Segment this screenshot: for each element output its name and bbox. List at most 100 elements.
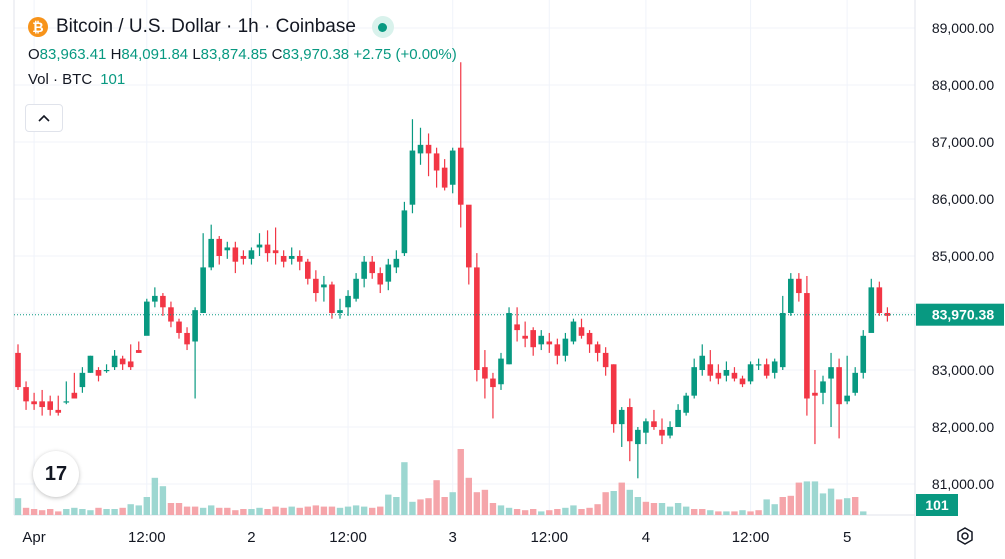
candle-body: [425, 144, 432, 154]
candle-body: [184, 332, 190, 345]
candle-body: [627, 407, 633, 442]
candle-body: [820, 381, 826, 393]
candle-body: [361, 261, 367, 279]
candle-body: [602, 352, 609, 368]
volume-bar: [312, 505, 320, 515]
candle-body: [490, 378, 496, 388]
candle-body: [707, 364, 714, 376]
volume-bar: [143, 497, 150, 515]
volume-bar: [425, 498, 432, 515]
volume-bar: [377, 506, 384, 515]
candle-body: [788, 278, 794, 313]
volume-bar: [827, 488, 835, 515]
candle-body: [852, 372, 858, 393]
time-axis-label: 2: [247, 529, 255, 546]
volume-bar: [385, 494, 392, 515]
chevron-up-icon: [38, 114, 50, 122]
volume-bar: [216, 507, 223, 515]
candle-body: [836, 367, 842, 405]
volume-bar: [272, 506, 279, 515]
candle-body: [610, 364, 617, 425]
volume-bar: [296, 507, 303, 515]
candle-body: [747, 364, 754, 382]
last-price-tag: [916, 303, 1004, 326]
candle-body: [570, 321, 577, 342]
candle-body: [586, 332, 593, 345]
price-axis[interactable]: 89,000.00 88,000.00 87,000.00 86,000.00 85,0…: [916, 20, 1004, 516]
volume-bar: [151, 477, 159, 515]
time-axis-label: 12:00: [732, 529, 770, 546]
volume-bar: [699, 509, 706, 515]
volume-bar: [505, 507, 513, 515]
volume-bar: [441, 497, 448, 515]
volume-bar: [224, 507, 231, 515]
volume-bar: [119, 507, 126, 515]
volume-bar: [352, 505, 360, 515]
tradingview-logo[interactable]: 17: [33, 451, 79, 497]
market-open-icon[interactable]: [371, 16, 394, 38]
price-axis-label: 85,000.00: [932, 248, 994, 264]
volume-bar: [497, 505, 505, 515]
candle-body: [562, 338, 569, 356]
symbol-title[interactable]: Bitcoin / U.S. Dollar · 1h · Coinbase: [56, 16, 356, 37]
candle-body: [39, 401, 45, 408]
candle-body: [457, 147, 464, 205]
volume-bar: [103, 509, 110, 515]
candle-body: [63, 401, 70, 403]
change-value: +2.75 (+0.00%): [353, 46, 457, 63]
candle-body: [506, 313, 512, 365]
last-price-label: 83,970.38: [932, 307, 994, 323]
candle-body: [377, 273, 384, 285]
candle-body: [321, 284, 327, 288]
volume-bar: [449, 492, 456, 515]
candle-body: [530, 330, 536, 348]
volume-bar: [538, 511, 545, 515]
volume-bar: [208, 505, 215, 515]
volume-bar: [530, 509, 537, 515]
last-volume-tag: [916, 494, 958, 516]
volume-bar: [795, 482, 803, 515]
volume-bar: [731, 511, 738, 515]
candle-body: [393, 258, 400, 268]
candle-body: [715, 372, 722, 379]
candle-body: [256, 244, 263, 248]
volume-bar: [658, 503, 666, 515]
time-axis-label: 12:00: [128, 529, 166, 546]
collapse-legend-button[interactable]: [25, 104, 63, 132]
candle-body: [667, 427, 673, 436]
candle-body: [812, 392, 818, 396]
candle-body: [232, 247, 239, 262]
candle-body: [828, 367, 834, 379]
volume-bar: [554, 509, 561, 515]
volume-bar: [634, 497, 642, 515]
candlesticks[interactable]: [15, 62, 891, 479]
time-axis-label: 4: [642, 529, 650, 546]
candle-body: [79, 372, 86, 388]
candle-body: [731, 372, 738, 379]
volume-bar: [63, 509, 70, 515]
volume-bar: [707, 510, 714, 515]
volume-bar: [304, 506, 311, 515]
candle-body: [659, 429, 665, 436]
time-axis-label: 12:00: [329, 529, 367, 546]
volume-bar: [779, 497, 786, 515]
price-axis-label: 88,000.00: [932, 77, 994, 93]
volume-bar: [626, 489, 633, 515]
volume-bar: [691, 509, 698, 515]
chart-legend: ₿ Bitcoin / U.S. Dollar · 1h · Coinbase …: [28, 14, 457, 88]
candle-body: [771, 361, 778, 373]
volume-bar: [570, 505, 577, 515]
volume-bar: [465, 477, 472, 515]
volume-bar: [602, 492, 609, 515]
candle-body: [779, 313, 786, 368]
candle-body: [417, 144, 424, 154]
price-axis-label: 87,000.00: [932, 134, 994, 150]
volume-bar: [401, 462, 408, 515]
candle-body: [546, 341, 553, 345]
volume-bar: [30, 509, 38, 515]
candle-body: [144, 301, 150, 336]
candle-body: [208, 238, 214, 268]
time-axis[interactable]: Apr 12:00 2 12:00 3 12:00 4 12:00 5: [22, 529, 851, 546]
settings-button[interactable]: [953, 524, 977, 548]
